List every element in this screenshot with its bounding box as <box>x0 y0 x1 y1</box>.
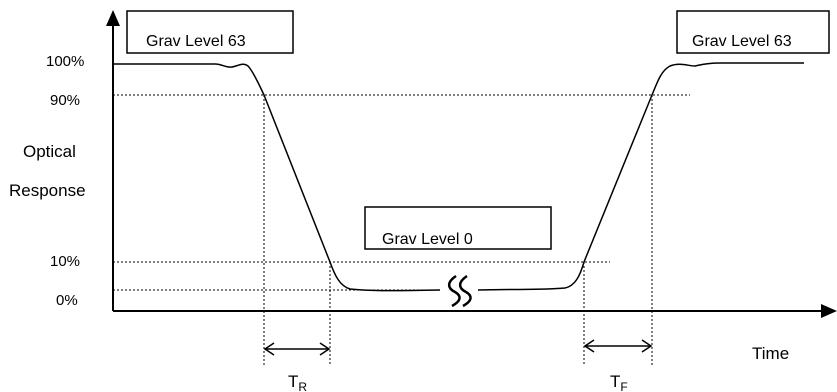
fall-time-arrow <box>583 339 653 353</box>
rise-time-arrow <box>263 342 331 356</box>
box-grav-level-63-right: Grav Level 63 <box>676 10 830 54</box>
box-label: Grav Level 63 <box>146 33 246 50</box>
x-axis-arrowhead <box>821 304 837 318</box>
response-curve <box>113 63 441 292</box>
box-label: Grav Level 0 <box>382 231 473 248</box>
x-axis-label: Time <box>752 344 789 363</box>
break-symbol-left <box>447 274 461 308</box>
y-tick-0: 0% <box>56 292 78 309</box>
box-grav-level-0: Grav Level 0 <box>364 206 552 250</box>
y-axis-label-line2: Response <box>9 181 86 200</box>
box-grav-level-63-left: Grav Level 63 <box>126 10 294 54</box>
y-axis-arrowhead <box>106 10 120 26</box>
y-axis-label-line1: Optical <box>23 142 76 161</box>
fall-time-sub: F <box>620 380 627 392</box>
rise-time-label: TR <box>288 372 307 392</box>
rise-time-sub: R <box>298 380 307 392</box>
rise-time-main: T <box>288 372 298 391</box>
response-curve-right <box>477 62 804 291</box>
y-tick-10: 10% <box>50 253 80 270</box>
fall-time-label: TF <box>610 372 628 392</box>
y-tick-100: 100% <box>46 53 84 70</box>
break-symbol-right <box>458 274 472 308</box>
y-tick-90: 90% <box>50 92 80 109</box>
box-label: Grav Level 63 <box>692 33 792 50</box>
fall-time-main: T <box>610 372 620 391</box>
